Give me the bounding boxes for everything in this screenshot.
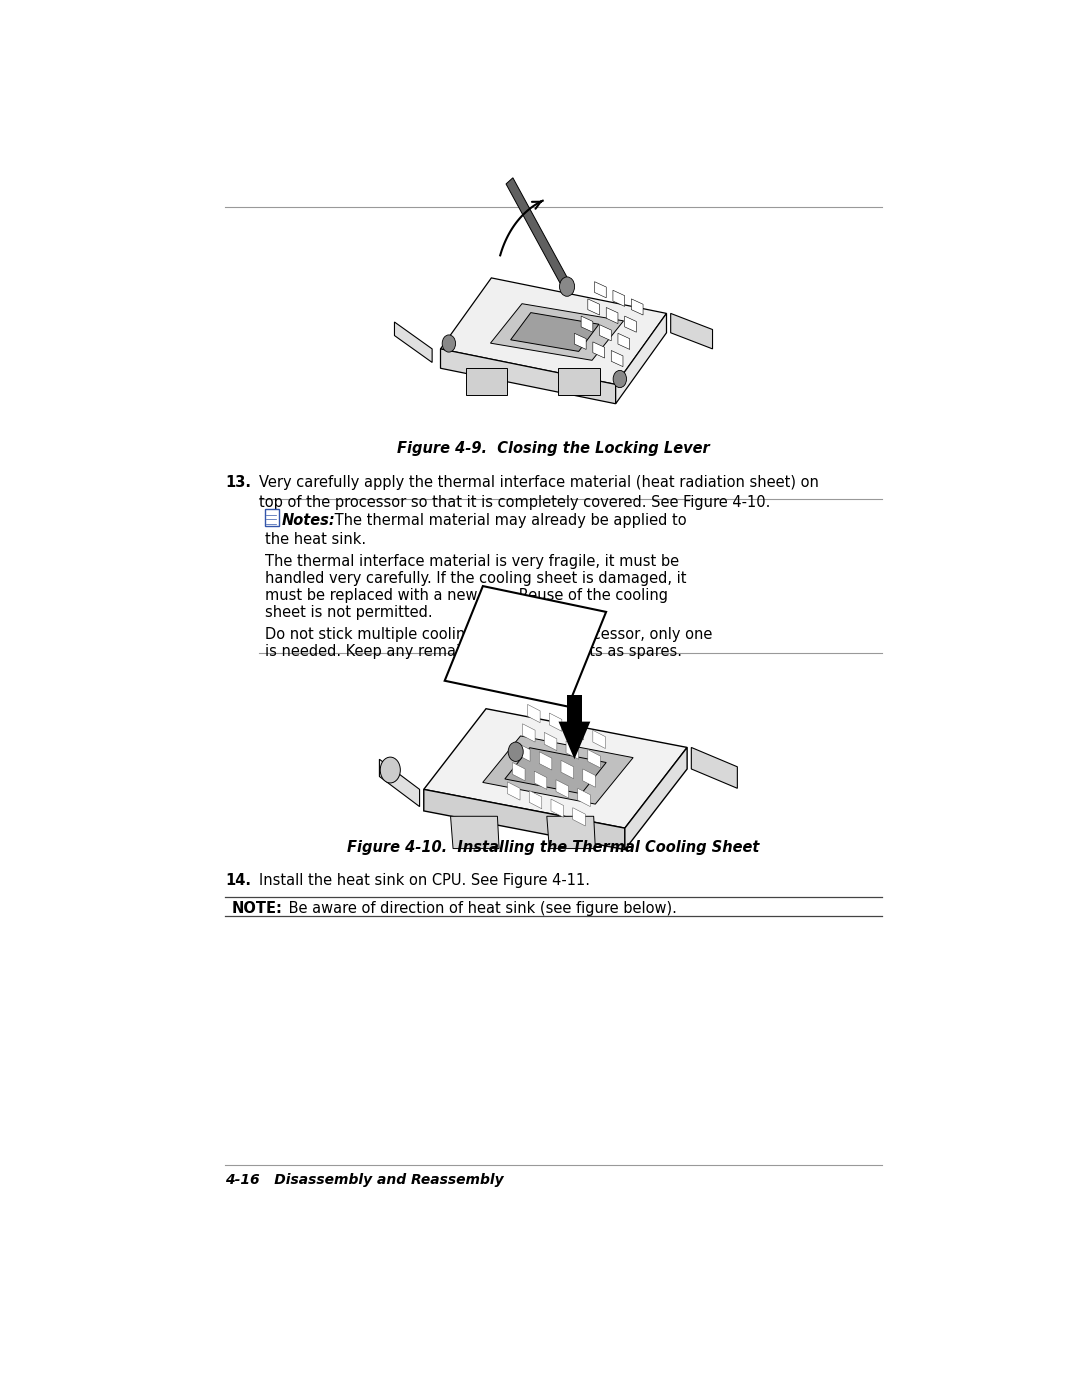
Polygon shape [606,307,618,324]
Text: handled very carefully. If the cooling sheet is damaged, it: handled very carefully. If the cooling s… [265,571,686,585]
Polygon shape [588,299,599,314]
Circle shape [613,370,626,387]
Text: the heat sink.: the heat sink. [265,532,366,548]
Text: Be aware of direction of heat sink (see figure below).: Be aware of direction of heat sink (see … [284,901,677,916]
Text: Do not stick multiple cooling sheets on a processor, only one: Do not stick multiple cooling sheets on … [265,627,712,643]
Polygon shape [483,736,633,805]
Polygon shape [691,747,738,788]
Polygon shape [671,313,713,349]
Circle shape [509,742,523,761]
Polygon shape [583,768,595,788]
Polygon shape [618,334,630,349]
Polygon shape [625,747,687,849]
Polygon shape [523,724,535,742]
Polygon shape [507,177,570,289]
Polygon shape [616,313,666,404]
Bar [265,509,279,525]
Polygon shape [575,334,586,349]
Polygon shape [581,316,593,332]
Polygon shape [556,780,568,798]
Polygon shape [613,291,624,306]
Text: NOTE:: NOTE: [231,901,282,916]
Polygon shape [551,799,564,817]
Polygon shape [535,771,546,789]
Polygon shape [441,278,666,384]
Polygon shape [394,321,432,362]
Polygon shape [527,704,540,722]
Polygon shape [572,807,585,826]
Polygon shape [594,282,606,298]
Polygon shape [450,816,499,848]
Polygon shape [558,722,591,760]
Text: The thermal interface material is very fragile, it must be: The thermal interface material is very f… [265,553,679,569]
Polygon shape [566,740,579,760]
Text: Figure 4-9.  Closing the Locking Lever: Figure 4-9. Closing the Locking Lever [397,441,710,455]
Polygon shape [571,722,583,740]
Polygon shape [504,747,606,793]
Polygon shape [632,299,643,314]
Polygon shape [599,324,611,341]
Polygon shape [544,732,557,750]
Polygon shape [513,763,525,781]
Polygon shape [511,313,599,352]
Polygon shape [588,750,600,768]
Polygon shape [508,782,521,800]
Polygon shape [465,369,508,395]
Text: Install the heat sink on CPU. See Figure 4-11.: Install the heat sink on CPU. See Figure… [259,873,590,888]
Text: 4-16   Disassembly and Reassembly: 4-16 Disassembly and Reassembly [226,1173,504,1187]
Polygon shape [529,791,542,809]
Polygon shape [550,712,562,731]
Polygon shape [423,708,687,828]
Text: sheet is not permitted.: sheet is not permitted. [265,605,432,620]
Polygon shape [557,369,599,395]
Circle shape [442,335,456,352]
Polygon shape [441,349,616,404]
Polygon shape [611,351,623,366]
Polygon shape [578,788,591,806]
Text: Figure 4-10.  Installing the Thermal Cooling Sheet: Figure 4-10. Installing the Thermal Cool… [348,840,759,855]
Text: top of the processor so that it is completely covered. See Figure 4-10.: top of the processor so that it is compl… [259,495,770,510]
Polygon shape [546,816,595,848]
Polygon shape [490,303,623,360]
Polygon shape [561,760,573,778]
Text: 13.: 13. [226,475,252,490]
Text: 14.: 14. [226,873,252,888]
Polygon shape [379,760,419,806]
Polygon shape [423,789,625,849]
Polygon shape [539,752,552,770]
Polygon shape [624,316,636,332]
Polygon shape [445,587,606,707]
Circle shape [380,757,401,782]
Polygon shape [593,342,605,358]
Text: The thermal material may already be applied to: The thermal material may already be appl… [330,513,687,528]
Circle shape [559,277,575,296]
Polygon shape [593,731,606,749]
Text: must be replaced with a new one. Reuse of the cooling: must be replaced with a new one. Reuse o… [265,588,667,604]
Text: is needed. Keep any remaining cooling sheets as spares.: is needed. Keep any remaining cooling sh… [265,644,681,659]
Polygon shape [517,743,530,761]
Bar [567,694,582,722]
Text: Very carefully apply the thermal interface material (heat radiation sheet) on: Very carefully apply the thermal interfa… [259,475,819,490]
Text: Notes:: Notes: [282,513,335,528]
